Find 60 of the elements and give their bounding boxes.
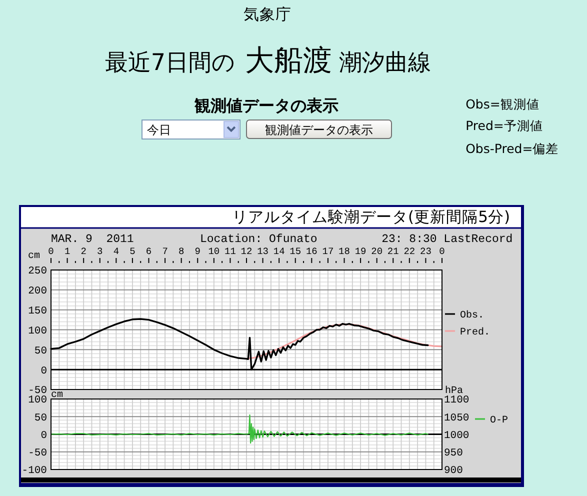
x-tick-label: 1 [64,246,70,257]
x-tick-label: 19 [354,246,367,257]
y-tick-label: 100 [28,325,47,338]
x-tick-label: 22 [404,246,416,257]
text: Obs=観測値 [466,96,540,112]
x-tick-label: 14 [273,246,286,257]
y-tick-label: 50 [34,412,47,424]
x-tick-label: 13 [257,246,269,257]
y-axis-title: cm [51,390,64,401]
x-tick-label: 6 [146,246,152,257]
text: Pred=予測値 [466,118,543,133]
legend-label: Pred. [460,326,490,338]
x-tick-label: 23 [420,246,432,257]
y2-axis-title: hPa [445,385,464,397]
line-series [50,414,428,444]
x-tick-label: 5 [130,246,136,257]
chart-subtitle: リアルタイム験潮データ(更新間隔5分) [232,208,510,226]
y-tick-label: 250 [28,266,47,278]
x-tick-label: 10 [208,246,220,257]
text: 23: 8:30 LastRecord [382,233,513,246]
x-tick-label: 15 [290,246,302,257]
y-tick-label: 0 [40,430,47,442]
y2-tick-label: 950 [444,448,463,460]
x-tick-label: 0 [439,246,446,257]
y-axis-title: cm [28,251,40,262]
y2-tick-label: 1050 [444,412,470,424]
y-tick-label: 0 [40,365,47,378]
x-tick-label: 3 [97,246,104,257]
x-tick-label: 20 [371,246,383,257]
y-tick-label: -50 [28,448,47,460]
chart-title: 最近7日間の 大船渡 潮汐曲線 [104,43,432,77]
x-tick-label: 17 [322,246,334,257]
text: 今日 [147,123,171,137]
x-tick-label: 18 [338,246,350,257]
x-tick-label: 4 [113,246,120,257]
text: Obs-Pred=偏差 [466,141,559,156]
x-tick-label: 16 [306,246,318,257]
x-tick-label: 9 [194,246,201,257]
y2-tick-label: 1000 [444,430,470,442]
text: 気象庁 [244,6,292,24]
x-tick-label: 12 [240,246,252,257]
text: MAR. 9 2011 [51,233,134,246]
text: 観測値データの表示 [194,96,338,115]
x-tick-label: 0 [48,246,54,257]
x-tick-label: 8 [178,246,184,257]
y-tick-label: -100 [22,465,47,478]
legend-label: Obs. [460,310,484,322]
x-tick-label: 21 [387,246,400,257]
y2-tick-label: 900 [444,465,463,478]
y2-tick-label: 1100 [444,394,470,407]
text: 観測値データの表示 [265,123,373,137]
text: Location: Ofunato [200,233,318,246]
y-tick-label: 100 [28,394,47,407]
x-tick-label: 7 [162,246,168,257]
y-tick-label: 50 [34,345,47,358]
x-tick-label: 2 [80,246,87,257]
legend-label: O-P [490,416,508,426]
x-tick-label: 11 [224,246,236,257]
y-tick-label: 200 [28,286,47,298]
y-tick-label: 150 [28,306,47,318]
